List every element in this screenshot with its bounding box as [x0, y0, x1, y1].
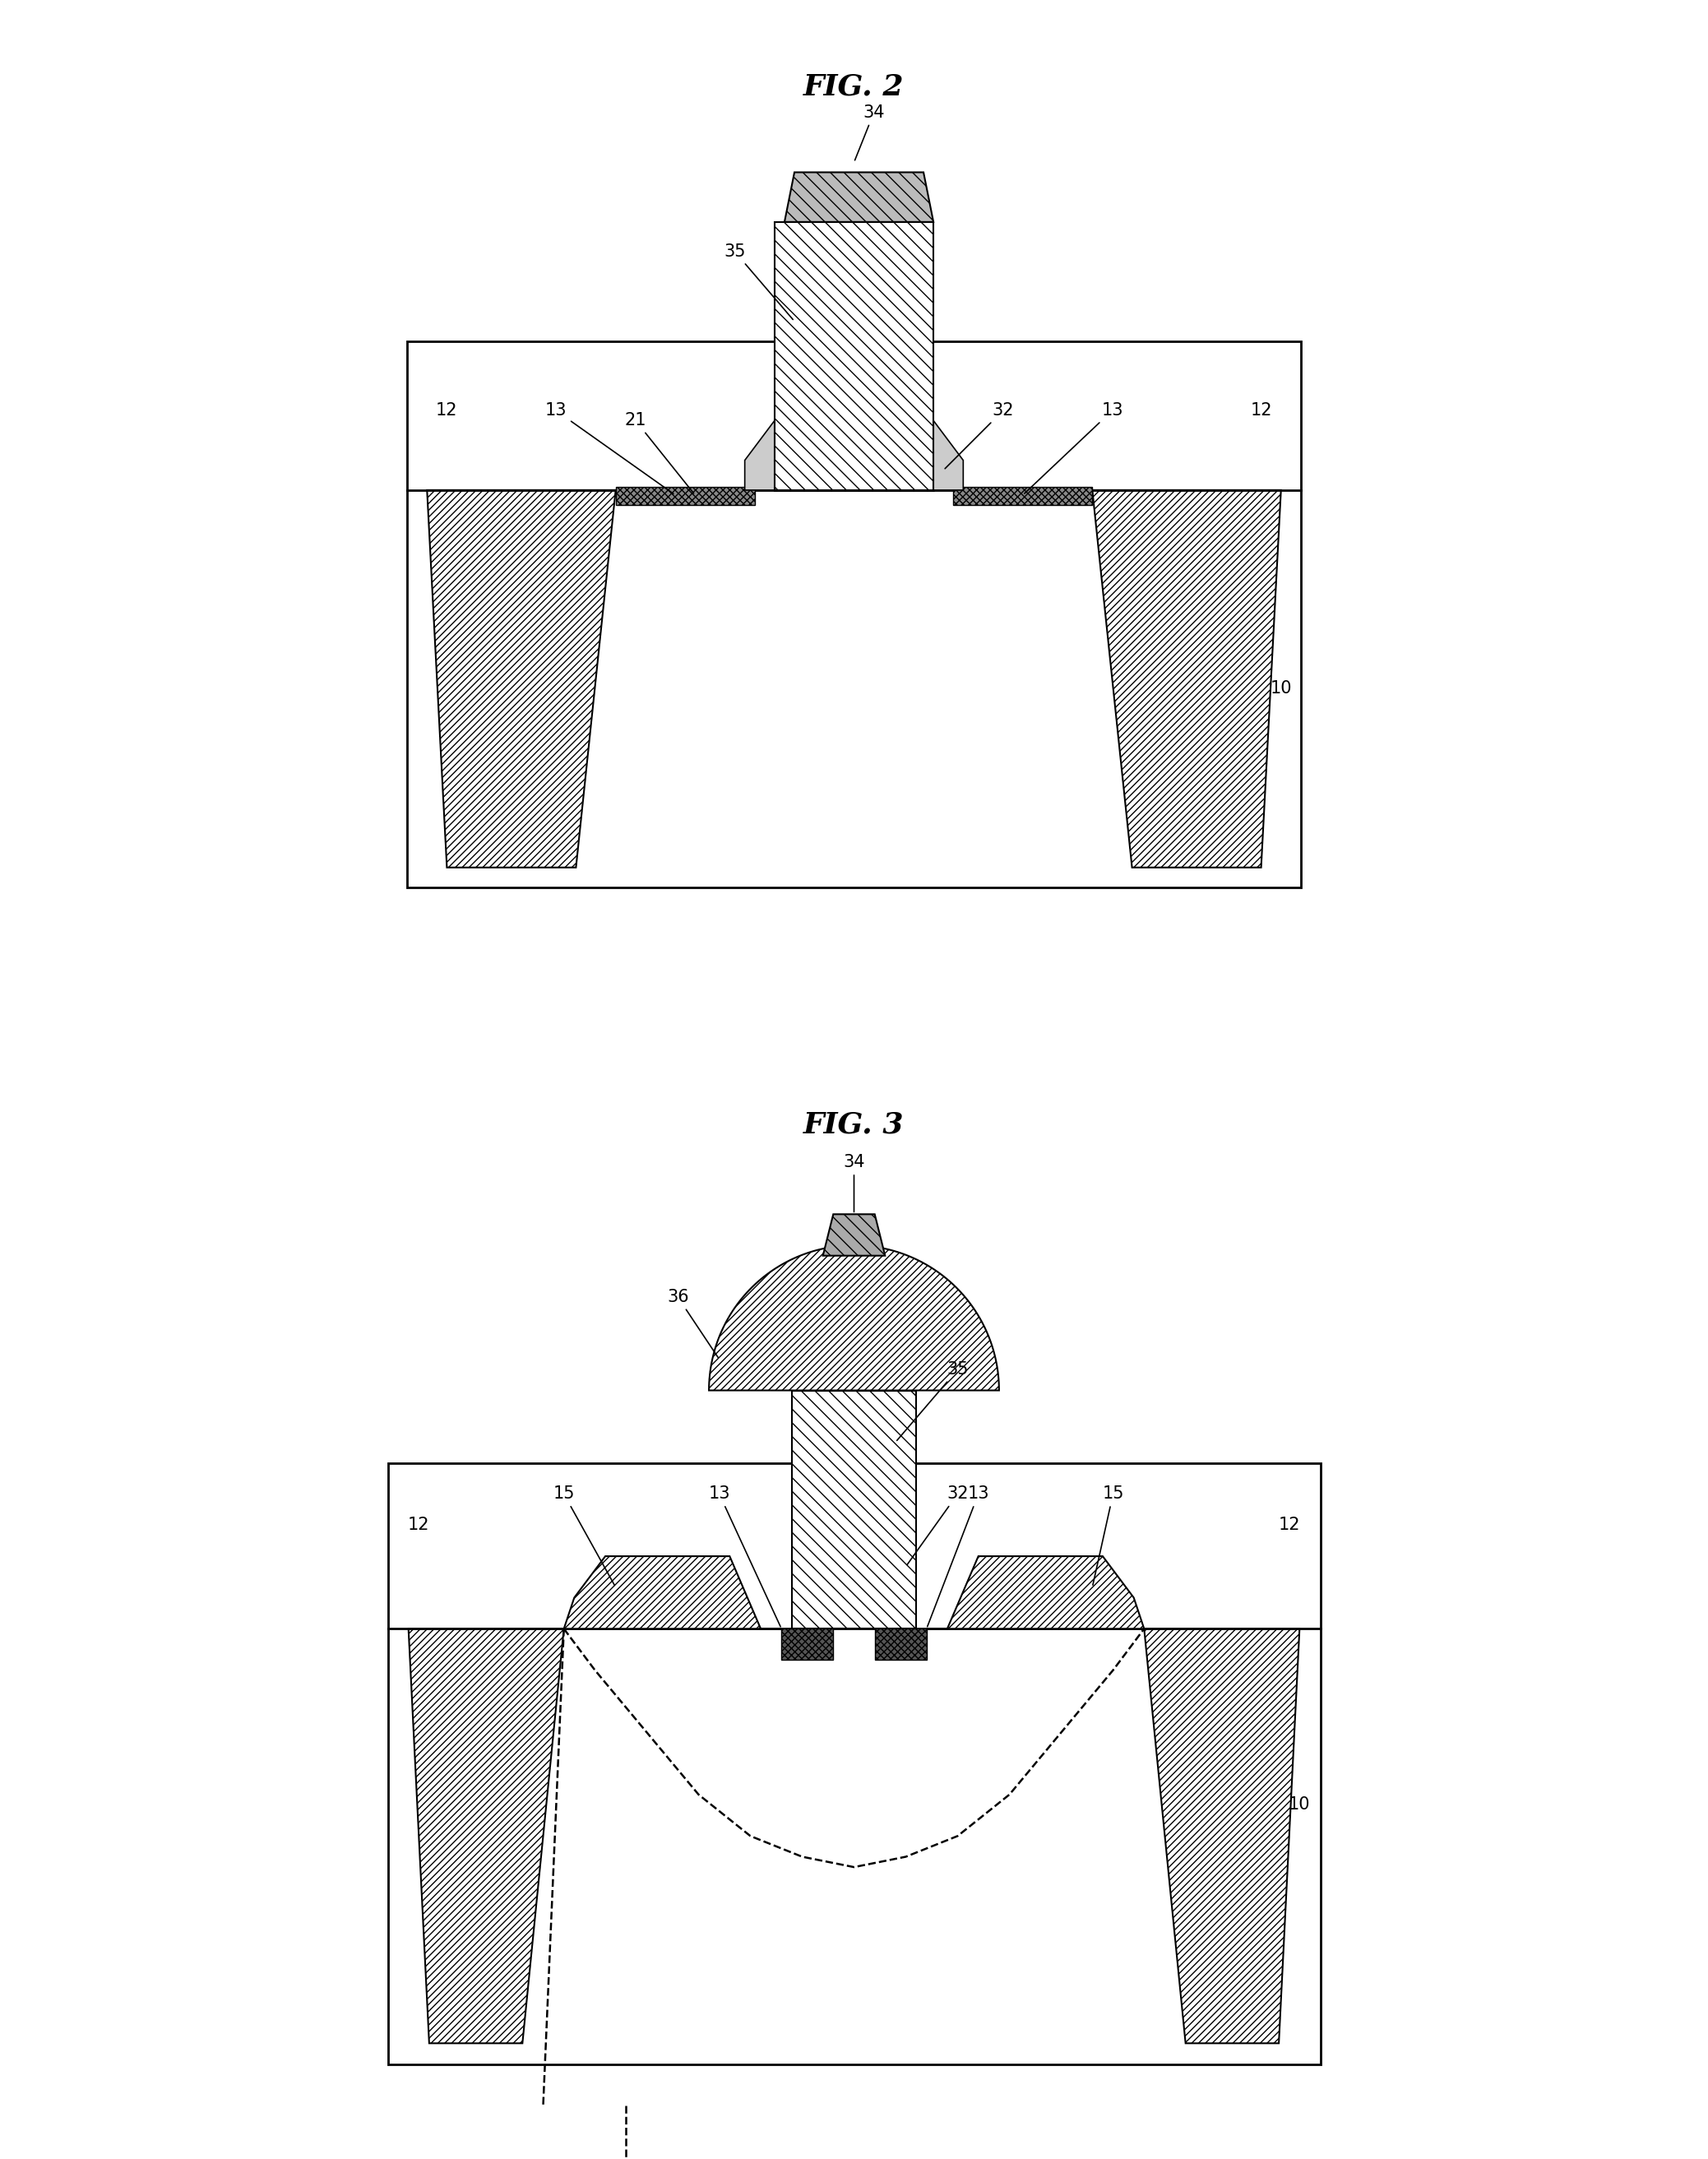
Polygon shape — [874, 1628, 926, 1660]
Polygon shape — [427, 490, 615, 868]
Bar — [388, 1464, 1320, 2064]
Text: 13: 13 — [545, 402, 673, 494]
Bar — [953, 488, 1093, 505]
Bar — [407, 341, 1301, 887]
Text: 34: 34 — [844, 1155, 864, 1211]
Text: 12: 12 — [1278, 1518, 1300, 1533]
Text: 12: 12 — [436, 402, 458, 419]
Text: 12: 12 — [408, 1518, 430, 1533]
Text: 21: 21 — [625, 412, 693, 492]
Polygon shape — [934, 421, 963, 490]
Text: 35: 35 — [724, 244, 793, 320]
Text: 34: 34 — [854, 104, 885, 160]
Polygon shape — [793, 1390, 915, 1628]
Polygon shape — [564, 1557, 782, 1628]
Text: 13: 13 — [927, 1485, 989, 1626]
Polygon shape — [782, 1628, 834, 1660]
Text: 13: 13 — [709, 1485, 781, 1626]
Polygon shape — [745, 421, 774, 490]
Text: 36: 36 — [666, 1289, 717, 1358]
Text: 13: 13 — [1025, 402, 1124, 494]
Text: 10: 10 — [1271, 680, 1291, 697]
Polygon shape — [774, 222, 934, 490]
Polygon shape — [709, 1246, 999, 1390]
Polygon shape — [926, 1557, 1144, 1628]
Text: FIG. 3: FIG. 3 — [804, 1110, 904, 1138]
Text: 15: 15 — [553, 1485, 615, 1585]
Polygon shape — [1093, 490, 1281, 868]
Text: 32: 32 — [907, 1485, 968, 1565]
Polygon shape — [784, 173, 934, 222]
Text: 32: 32 — [945, 402, 1015, 469]
Text: 15: 15 — [1093, 1485, 1124, 1585]
Bar — [615, 488, 755, 505]
Text: 35: 35 — [897, 1362, 968, 1440]
Text: FIG. 2: FIG. 2 — [804, 73, 904, 101]
Text: 10: 10 — [1288, 1796, 1310, 1814]
Polygon shape — [1144, 1628, 1300, 2042]
Polygon shape — [823, 1213, 885, 1257]
Polygon shape — [408, 1628, 564, 2042]
Text: 12: 12 — [1250, 402, 1272, 419]
